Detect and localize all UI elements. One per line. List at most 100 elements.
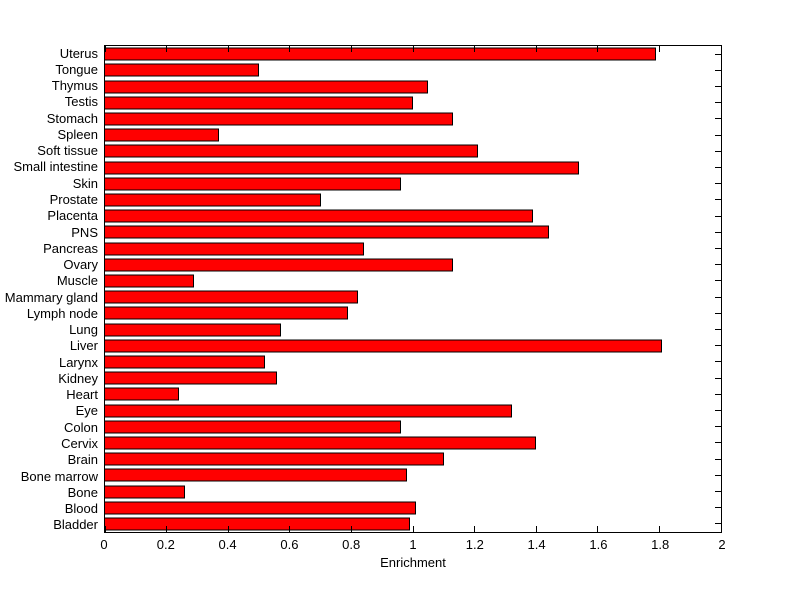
y-tick-mark	[715, 85, 721, 87]
y-tick-mark	[715, 199, 721, 201]
x-tick-mark	[474, 526, 476, 532]
y-tick-label: Larynx	[58, 354, 98, 370]
y-tick-label: Spleen	[57, 126, 98, 142]
y-tick-label: Skin	[72, 175, 98, 191]
y-tick-label: Pancreas	[43, 240, 98, 256]
y-tick-mark	[715, 248, 721, 249]
x-tick-label: 0.4	[218, 537, 237, 552]
bar-row	[105, 435, 721, 451]
bar-ovary	[105, 258, 454, 272]
x-tick-label: 0.6	[280, 537, 299, 552]
y-tick-label: Tongue	[55, 61, 98, 77]
y-tick-label: Ovary	[63, 257, 98, 273]
bar-row	[105, 159, 721, 175]
y-tick-label: Eye	[75, 403, 98, 419]
y-tick-label: Stomach	[46, 110, 98, 126]
y-tick-mark	[715, 312, 721, 314]
bar-row	[105, 240, 721, 256]
x-tick-mark	[412, 526, 414, 532]
bar-eye	[105, 404, 512, 418]
y-tick-label: Bone	[67, 484, 98, 500]
bar-heart	[105, 387, 179, 401]
bar-bone-marrow	[105, 468, 407, 482]
y-tick-mark	[715, 102, 721, 104]
x-tick-mark	[166, 526, 168, 532]
bar-row	[105, 224, 721, 240]
bar-muscle	[105, 274, 195, 288]
x-tick-label: 1.8	[651, 537, 670, 552]
y-tick-label: Heart	[66, 387, 98, 403]
bar-row	[105, 143, 721, 159]
y-tick-mark	[715, 345, 721, 347]
x-tick-label: 1.4	[527, 537, 546, 552]
bar-row	[105, 419, 721, 435]
y-tick-mark	[715, 150, 721, 152]
y-tick-mark	[715, 490, 721, 492]
bar-kidney	[105, 371, 278, 385]
x-tick-mark	[166, 46, 168, 52]
bar-row	[105, 370, 721, 386]
y-tick-label: Colon	[64, 419, 98, 435]
bar-row	[105, 46, 721, 62]
bar-row	[105, 273, 721, 289]
x-tick-label: 2	[718, 537, 726, 552]
y-tick-mark	[715, 183, 721, 185]
x-tick-mark	[720, 46, 722, 52]
bar-row	[105, 111, 721, 127]
x-tick-mark	[227, 526, 229, 532]
x-tick-mark	[658, 526, 660, 532]
y-tick-label: Blood	[64, 501, 98, 517]
x-tick-mark	[412, 46, 414, 52]
y-tick-label: Soft tissue	[37, 143, 98, 159]
bar-skin	[105, 177, 401, 191]
y-tick-mark	[715, 442, 721, 444]
bar-row	[105, 305, 721, 321]
y-tick-mark	[715, 474, 721, 476]
y-tick-mark	[715, 280, 721, 282]
y-tick-label: Prostate	[49, 192, 98, 208]
y-tick-label: Thymus	[51, 78, 98, 94]
x-tick-mark	[104, 46, 106, 52]
bar-thymus	[105, 80, 429, 93]
bar-row	[105, 354, 721, 370]
y-tick-mark	[715, 523, 721, 525]
bar-cervix	[105, 436, 537, 450]
bar-row	[105, 467, 721, 483]
y-tick-mark	[715, 410, 721, 411]
x-tick-mark	[350, 526, 352, 532]
bar-prostate	[105, 193, 321, 207]
y-tick-mark	[715, 69, 721, 71]
bar-series	[105, 46, 721, 532]
y-tick-mark	[715, 118, 721, 120]
bar-blood	[105, 501, 417, 515]
y-tick-label: Lymph node	[26, 305, 98, 321]
bar-testis	[105, 96, 413, 110]
x-tick-label: 0.8	[342, 537, 361, 552]
bar-row	[105, 192, 721, 208]
y-tick-label: Uterus	[59, 45, 98, 61]
bar-mammary-gland	[105, 290, 358, 304]
y-tick-label: Muscle	[56, 273, 98, 289]
y-tick-label: Cervix	[61, 436, 98, 451]
bar-row	[105, 402, 721, 418]
bar-row	[105, 289, 721, 305]
y-tick-label: Liver	[69, 338, 98, 354]
y-tick-label: Bone marrow	[20, 468, 98, 484]
y-tick-mark	[715, 393, 721, 395]
x-axis-title: Enrichment	[380, 555, 446, 570]
x-tick-mark	[658, 46, 660, 52]
x-tick-mark	[597, 526, 599, 532]
y-tick-mark	[715, 361, 721, 363]
bar-bladder	[105, 517, 410, 531]
x-tick-mark	[535, 526, 537, 532]
y-tick-mark	[715, 377, 721, 379]
y-tick-label: PNS	[71, 224, 98, 240]
bar-placenta	[105, 209, 534, 223]
y-tick-mark	[715, 167, 721, 168]
x-tick-mark	[289, 526, 291, 532]
y-tick-mark	[715, 231, 721, 233]
x-tick-mark	[350, 46, 352, 52]
x-tick-label: 0	[100, 537, 108, 552]
bar-stomach	[105, 112, 454, 126]
